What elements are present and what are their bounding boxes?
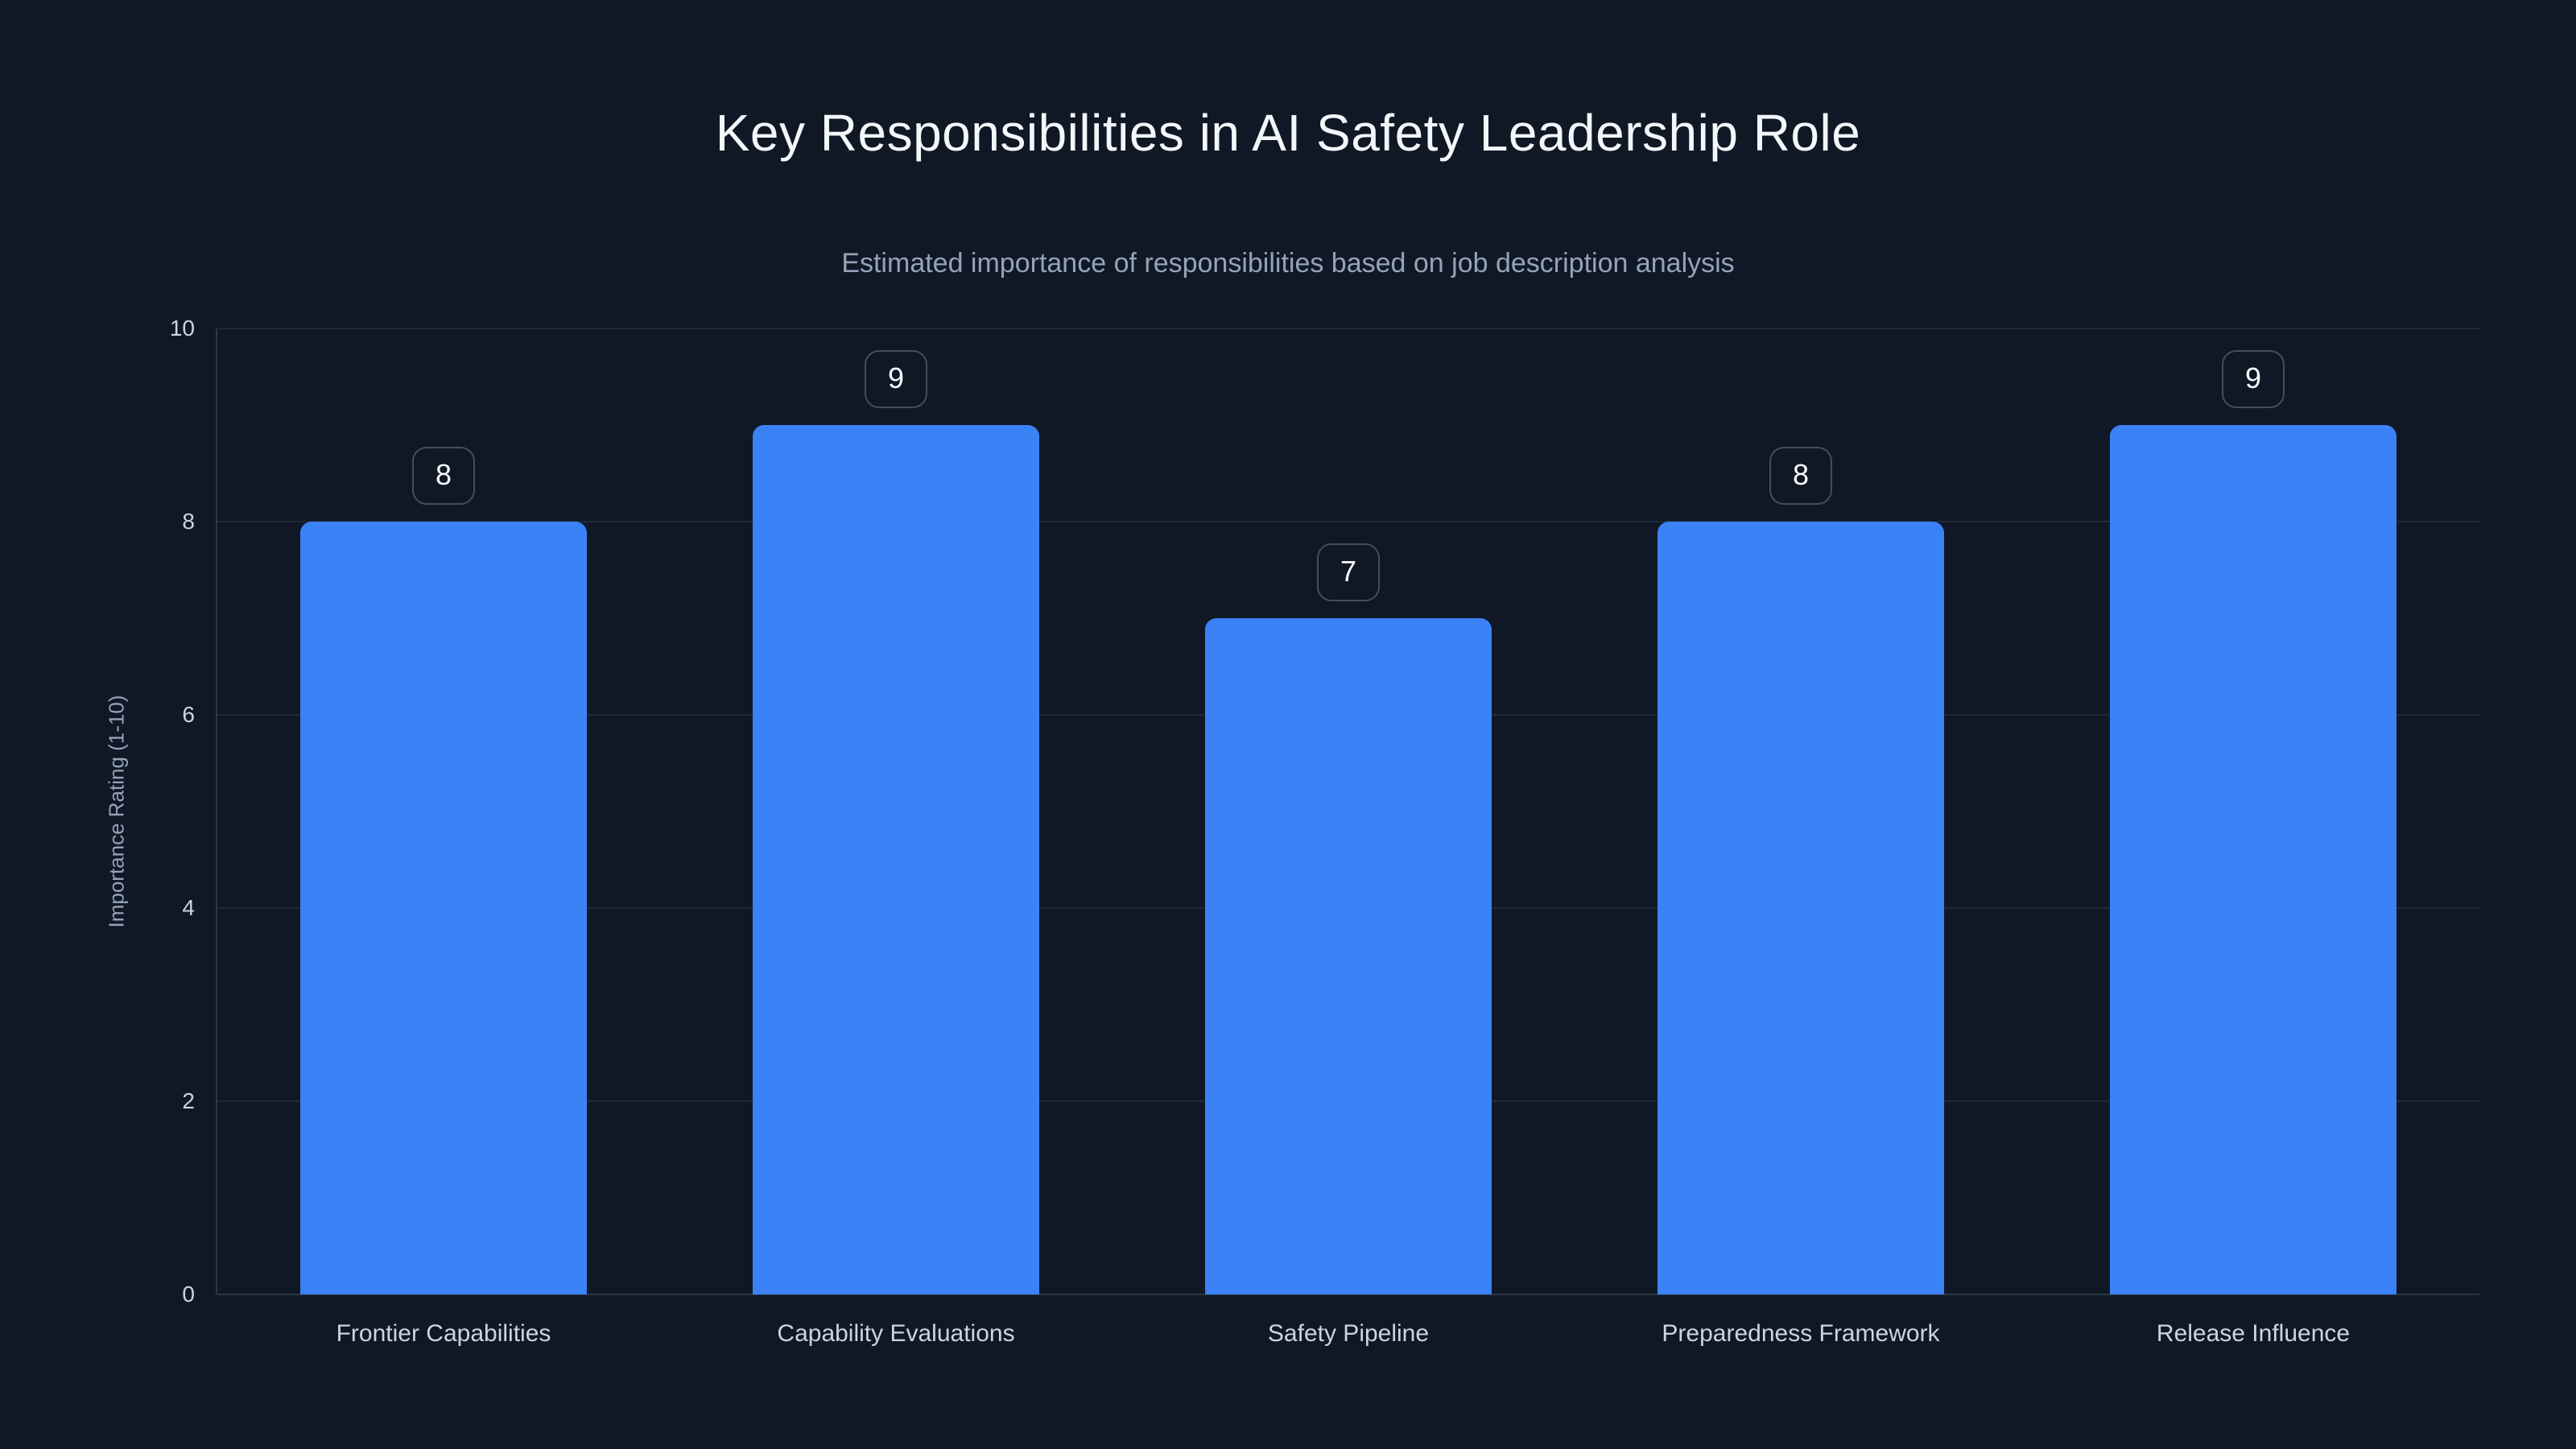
gridline (217, 521, 2479, 522)
y-tick-label: 8 (182, 509, 195, 534)
x-axis-line (217, 1294, 2479, 1295)
bar (1657, 522, 1944, 1294)
value-badge: 7 (1317, 543, 1380, 601)
y-tick-label: 10 (169, 316, 195, 341)
value-badge: 8 (1769, 447, 1832, 505)
x-category-label: Release Influence (2156, 1320, 2351, 1347)
value-badge: 9 (2222, 350, 2285, 408)
value-badge: 8 (412, 447, 475, 505)
y-axis-line (216, 328, 217, 1294)
x-category-label: Safety Pipeline (1267, 1320, 1430, 1347)
x-category-label: Frontier Capabilities (336, 1320, 551, 1347)
plot-area (216, 328, 2479, 1295)
y-tick-label: 2 (182, 1088, 195, 1113)
value-badge: 9 (865, 350, 927, 408)
x-category-label: Capability Evaluations (777, 1320, 1015, 1347)
gridline (217, 328, 2479, 329)
y-tick-label: 6 (182, 702, 195, 727)
x-category-label: Preparedness Framework (1662, 1320, 1940, 1347)
bar (2110, 425, 2396, 1294)
y-tick-label: 4 (182, 895, 195, 920)
bar (300, 522, 587, 1294)
chart-subtitle: Estimated importance of responsibilities… (841, 248, 1735, 279)
chart-title: Key Responsibilities in AI Safety Leader… (715, 104, 1861, 162)
bar (753, 425, 1039, 1294)
bar (1205, 618, 1492, 1294)
y-tick-label: 0 (182, 1282, 195, 1307)
